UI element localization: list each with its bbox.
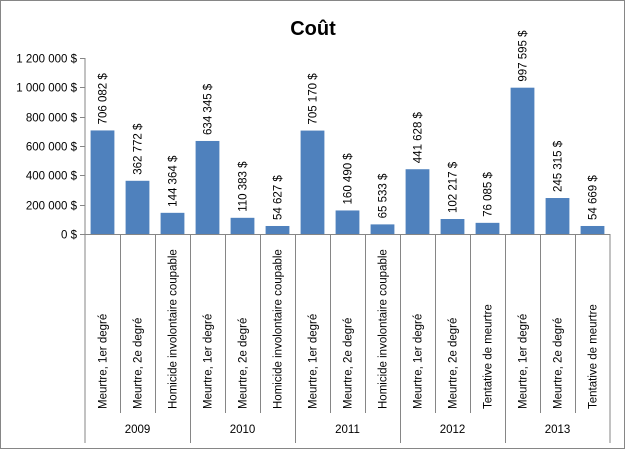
data-labels: 706 082 $ 362 772 $ 144 364 $ 634 345 $ 110 …: [98, 30, 600, 220]
category-label: Meurtre, 2e degré: [448, 318, 460, 409]
data-label: 706 082 $: [98, 73, 110, 125]
bar: [510, 87, 535, 234]
group-label: 2009: [125, 424, 151, 436]
category-label: Meurtre, 1er degré: [203, 314, 215, 409]
category-label: Tentative de meurtre: [588, 304, 600, 409]
bar: [370, 224, 395, 234]
category-label: Homicide involontaire coupable: [273, 249, 285, 409]
chart-title: Coût: [290, 18, 336, 40]
y-tick-label: 200 000 $: [26, 201, 78, 213]
bar: [545, 198, 570, 234]
data-label: 110 383 $: [238, 161, 250, 212]
bar: [125, 180, 150, 234]
y-tick-label: 800 000 $: [26, 113, 78, 125]
data-label: 245 315 $: [553, 140, 565, 192]
category-label: Homicide involontaire coupable: [168, 249, 180, 409]
y-tick-label: 0 $: [61, 230, 78, 242]
category-label: Meurtre, 2e degré: [133, 318, 145, 409]
category-label: Meurtre, 2e degré: [343, 318, 355, 409]
bar: [195, 140, 220, 234]
category-label: Tentative de meurtre: [483, 304, 495, 409]
group-label: 2011: [335, 424, 360, 436]
category-label: Meurtre, 2e degré: [238, 318, 250, 409]
data-label: 54 627 $: [273, 175, 285, 220]
data-label: 705 170 $: [308, 73, 320, 125]
axes: 0 $ 200 000 $ 400 000 $ 600 000 $ 800 000 $ 1…: [16, 54, 611, 443]
group-label: 2012: [440, 424, 466, 436]
y-tick-label: 1 200 000 $: [16, 54, 77, 66]
data-label: 102 217 $: [448, 161, 460, 213]
data-label: 362 772 $: [133, 123, 145, 175]
data-label: 76 085 $: [483, 171, 495, 216]
y-tick-label: 1 000 000 $: [16, 83, 77, 95]
data-label: 997 595 $: [518, 30, 530, 82]
y-tick-label: 400 000 $: [26, 171, 78, 183]
data-label: 634 345 $: [203, 83, 215, 135]
bar: [440, 219, 465, 234]
data-label: 441 628 $: [413, 111, 425, 163]
category-label: Meurtre, 1er degré: [308, 314, 320, 409]
y-tick-label: 600 000 $: [26, 142, 78, 154]
data-label: 54 669 $: [588, 175, 600, 220]
category-labels: Meurtre, 1er degré Meurtre, 2e degré Homic…: [98, 249, 600, 436]
data-label: 160 490 $: [343, 153, 355, 205]
bars: [90, 87, 605, 234]
category-label: Meurtre, 1er degré: [518, 314, 530, 409]
bar: [475, 222, 500, 234]
bar: [90, 130, 115, 234]
bar: [160, 212, 185, 234]
category-label: Meurtre, 2e degré: [553, 318, 565, 409]
category-label: Meurtre, 1er degré: [413, 314, 425, 409]
data-label: 65 533 $: [378, 173, 390, 218]
bar: [405, 169, 430, 234]
group-label: 2010: [230, 424, 256, 436]
bar: [230, 217, 255, 234]
bar: [300, 130, 325, 234]
bar: [580, 225, 605, 234]
group-label: 2013: [545, 424, 571, 436]
category-label: Meurtre, 1er degré: [98, 314, 110, 409]
data-label: 144 364 $: [168, 155, 180, 207]
bar: [335, 210, 360, 234]
category-label: Homicide involontaire coupable: [378, 249, 390, 409]
bar: [265, 225, 290, 234]
